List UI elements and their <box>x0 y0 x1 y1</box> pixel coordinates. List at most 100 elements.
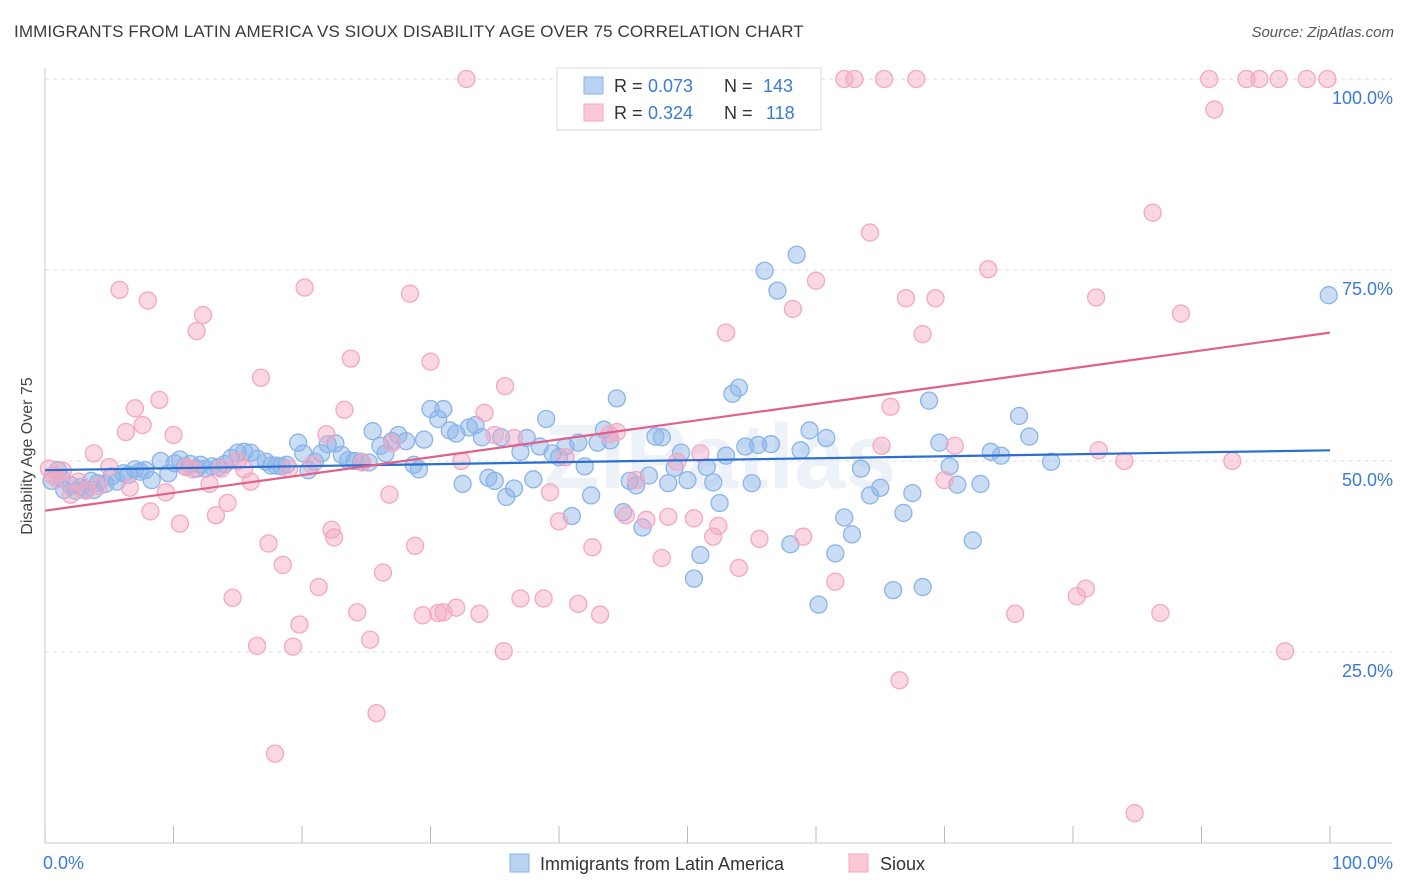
data-point <box>704 527 723 546</box>
data-point <box>729 378 749 397</box>
data-point <box>206 506 226 525</box>
data-point <box>940 457 959 476</box>
data-point <box>919 391 939 410</box>
data-point <box>749 435 768 455</box>
data-point <box>926 289 945 308</box>
data-point <box>200 474 219 494</box>
data-point <box>211 459 231 478</box>
data-point <box>485 471 504 491</box>
data-point <box>668 452 687 471</box>
data-point <box>265 744 285 763</box>
x-tick-labels: 0.0% 100.0% <box>43 853 1393 873</box>
bottom-legend-label-latin-america: Immigrants from Latin America <box>540 854 785 874</box>
data-point <box>1020 427 1039 446</box>
data-point <box>874 69 894 89</box>
data-point <box>360 630 380 649</box>
bottom-legend-label-sioux: Sioux <box>880 854 925 874</box>
data-point <box>842 525 862 544</box>
data-point <box>447 598 466 617</box>
data-point <box>141 502 160 521</box>
data-point <box>860 486 880 505</box>
data-point <box>494 642 513 661</box>
data-point <box>421 399 440 419</box>
data-point <box>826 572 845 591</box>
data-point <box>1275 642 1295 661</box>
data-point <box>405 536 425 555</box>
data-point <box>193 305 213 325</box>
data-point <box>963 531 982 550</box>
data-point <box>691 444 710 463</box>
data-point <box>637 510 656 529</box>
data-point <box>549 512 569 531</box>
data-point <box>787 245 806 264</box>
data-point <box>684 569 704 588</box>
data-point <box>806 271 826 290</box>
y-tick-label: 75.0% <box>1342 279 1393 299</box>
data-point <box>851 459 871 478</box>
y-tick-label: 50.0% <box>1342 470 1393 490</box>
data-point <box>835 69 854 89</box>
data-point <box>247 636 267 656</box>
data-point <box>470 604 489 623</box>
data-point <box>290 615 309 634</box>
data-point <box>1319 286 1338 305</box>
data-point <box>1006 604 1025 623</box>
y-tick-label: 25.0% <box>1342 661 1393 681</box>
data-point <box>138 291 157 310</box>
trend-line-sioux <box>44 331 1331 512</box>
data-point <box>716 323 736 342</box>
legend-n-label-1: N = <box>724 103 753 123</box>
data-point <box>872 436 891 455</box>
legend-r-value-0: 0.073 <box>648 76 693 96</box>
data-point <box>279 459 299 478</box>
data-point <box>116 422 136 442</box>
data-point <box>894 503 913 523</box>
data-point <box>691 545 710 565</box>
data-point <box>569 594 588 614</box>
data-point <box>945 436 964 455</box>
data-point <box>183 460 202 479</box>
data-point <box>414 430 434 449</box>
data-point <box>373 563 393 582</box>
chart-source: Source: ZipAtlas.com <box>1251 24 1394 41</box>
data-point <box>136 461 155 480</box>
x-tick-label: 0.0% <box>43 853 84 873</box>
data-point <box>590 605 610 624</box>
data-point <box>581 486 601 505</box>
data-point <box>883 580 903 600</box>
data-point <box>896 289 916 308</box>
data-point <box>979 260 998 279</box>
data-point <box>913 325 932 344</box>
data-point <box>659 474 678 493</box>
data-point <box>170 514 190 533</box>
data-point <box>761 435 781 454</box>
legend-n-value-0: 143 <box>763 76 793 96</box>
data-point <box>150 390 169 410</box>
data-point <box>704 473 723 492</box>
data-point <box>363 422 382 441</box>
data-point <box>288 433 308 452</box>
data-point <box>335 400 354 419</box>
data-point <box>930 433 949 452</box>
data-point <box>317 425 336 444</box>
data-point <box>1125 804 1144 823</box>
data-point <box>809 595 828 614</box>
data-point <box>429 409 448 429</box>
data-point <box>626 476 646 495</box>
data-point <box>218 493 237 513</box>
data-point <box>729 558 749 578</box>
data-point <box>750 529 769 549</box>
data-point <box>845 69 864 89</box>
data-point <box>1205 100 1224 119</box>
data-point <box>652 428 671 447</box>
data-point <box>396 431 416 451</box>
data-point <box>341 349 360 368</box>
data-point <box>485 425 504 445</box>
data-point <box>475 403 494 423</box>
data-point <box>303 455 322 474</box>
data-point <box>575 457 594 476</box>
data-point <box>907 69 926 89</box>
data-point <box>817 428 836 448</box>
data-point <box>860 223 880 242</box>
data-point <box>709 516 728 536</box>
